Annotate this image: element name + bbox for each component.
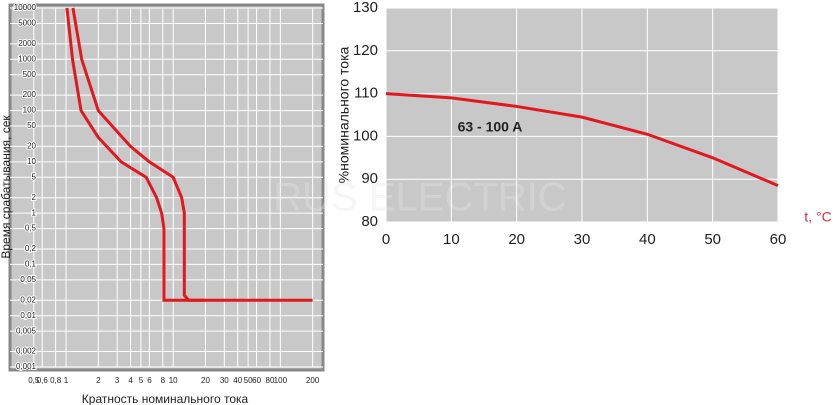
- y-tick-label: 0,02: [20, 295, 36, 304]
- plot-area: [8, 3, 325, 372]
- y-tick-label: 500: [23, 70, 37, 79]
- y-tick-label: 200: [23, 90, 37, 99]
- x-tick-label: 1: [64, 376, 69, 385]
- x-tick-label: 0,8: [50, 376, 62, 385]
- y-tick-label: 1000: [18, 54, 36, 63]
- y-tick-label: 2: [32, 193, 37, 202]
- y-tick-label: 0,001: [16, 362, 37, 371]
- y-tick-label: 0,05: [20, 275, 36, 284]
- x-tick-label: 5: [139, 376, 144, 385]
- y-tick-label: 130: [353, 0, 378, 16]
- x-tick-label: 10: [443, 231, 460, 248]
- y-tick-label: 0,005: [16, 326, 37, 335]
- y-tick-label: 0,2: [25, 244, 37, 253]
- y-tick-label: 10000: [14, 3, 37, 12]
- x-tick-label: 0: [382, 231, 390, 248]
- x-tick-label: 4: [128, 376, 133, 385]
- watermark: RUS ELECTRIC: [273, 176, 566, 220]
- y-tick-label: 120: [353, 42, 378, 59]
- x-tick-label: 30: [220, 376, 229, 385]
- curve: [65, 7, 313, 302]
- x-tick-label: 200: [306, 376, 320, 385]
- y-tick-label: 0,1: [25, 260, 37, 269]
- y-axis-label: %номинального тока: [336, 46, 352, 183]
- annotation: 63 - 100 A: [458, 119, 523, 135]
- y-tick-label: 20: [27, 142, 36, 151]
- y-tick-label: 5: [32, 172, 37, 181]
- x-tick-label: 0,5: [28, 376, 40, 385]
- y-tick-label: 50: [27, 121, 36, 130]
- x-tick-label: 0,6: [37, 376, 49, 385]
- x-axis-label: Кратность номинального тока: [82, 392, 249, 405]
- x-tick-label: 30: [574, 231, 591, 248]
- y-tick-label: 5000: [18, 19, 36, 28]
- x-tick-label: 8: [161, 376, 166, 385]
- curve: [71, 7, 206, 302]
- x-tick-label: 50: [244, 376, 253, 385]
- x-tick-label: 100: [274, 376, 288, 385]
- y-tick-label: 90: [361, 170, 378, 187]
- x-tick-label: 40: [233, 376, 242, 385]
- curve: [385, 92, 779, 188]
- x-tick-label: 50: [704, 231, 721, 248]
- x-tick-label: 80: [266, 376, 275, 385]
- x-tick-label: 10: [169, 376, 178, 385]
- y-tick-label: 0,002: [16, 347, 37, 356]
- x-tick-label: 20: [508, 231, 525, 248]
- x-tick-label: 2: [96, 376, 101, 385]
- x-tick-label: 60: [252, 376, 261, 385]
- y-tick-label: 110: [354, 85, 378, 102]
- x-tick-label: 60: [770, 231, 787, 248]
- x-tick-label: 3: [115, 376, 120, 385]
- y-tick-label: 100: [23, 106, 37, 115]
- y-tick-label: 1: [32, 208, 37, 217]
- y-tick-label: 2000: [18, 39, 36, 48]
- y-axis-label: Время срабатывания, сек: [0, 115, 13, 259]
- x-tick-label: 6: [147, 376, 152, 385]
- x-tick-label: 20: [201, 376, 210, 385]
- x-axis-label: t, °C: [804, 209, 831, 225]
- x-tick-label: 40: [639, 231, 656, 248]
- y-tick-label: 80: [361, 213, 378, 230]
- y-tick-label: 0,5: [25, 224, 37, 233]
- y-tick-label: 10: [27, 157, 36, 166]
- y-tick-label: 0,01: [20, 311, 36, 320]
- y-tick-label: 100: [353, 127, 378, 144]
